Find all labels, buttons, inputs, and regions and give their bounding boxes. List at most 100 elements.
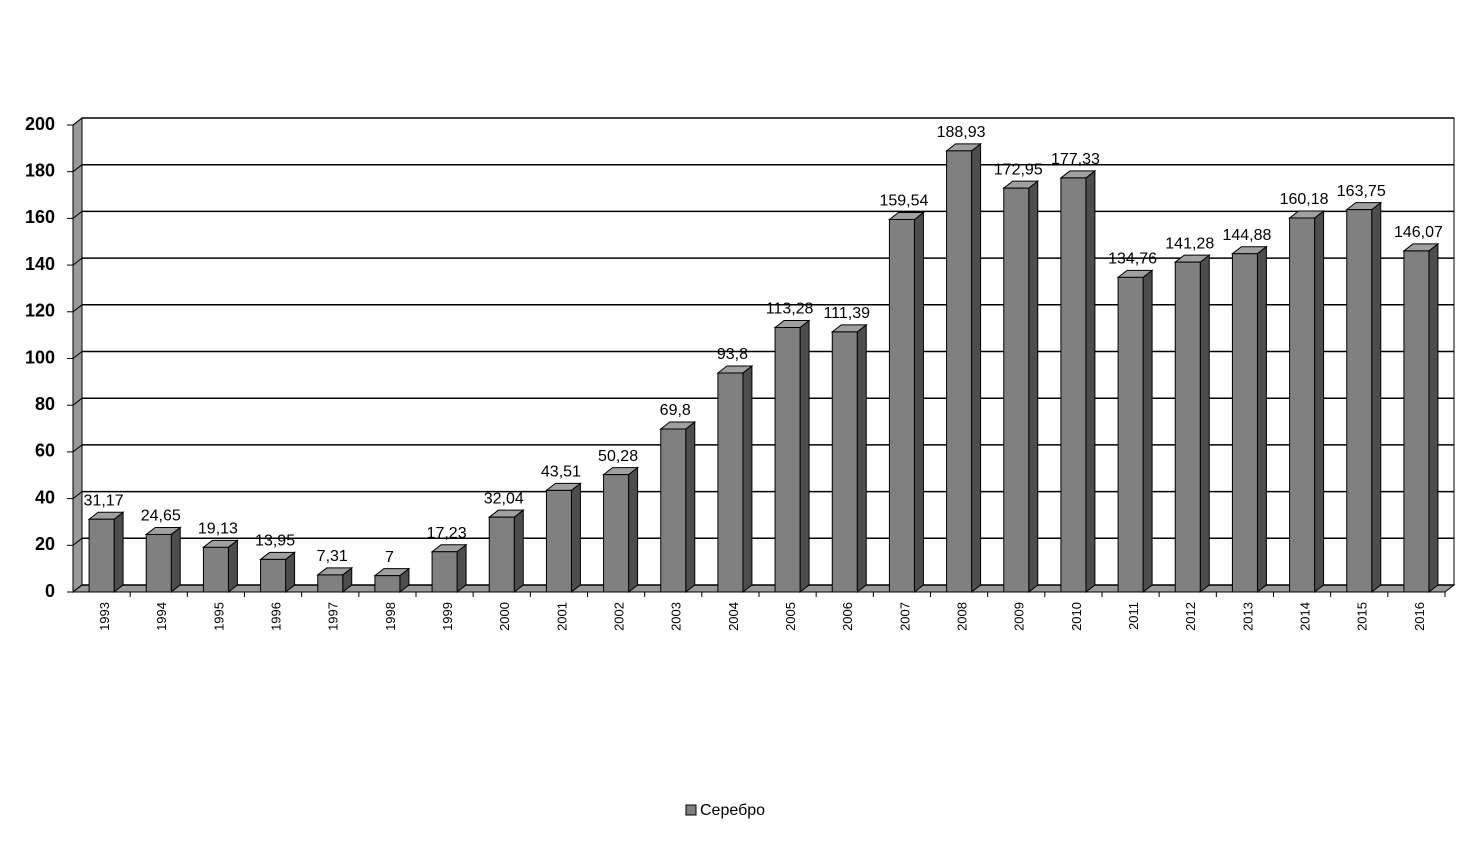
data-label: 113,28 [766, 301, 814, 318]
data-label: 146,07 [1394, 224, 1443, 241]
bar-side [513, 509, 524, 594]
x-tick-label: 2006 [840, 602, 855, 631]
bar [260, 558, 287, 593]
y-tick-label: 20 [35, 534, 55, 554]
x-tick-label: 2009 [1012, 602, 1027, 631]
bar-side [856, 323, 867, 594]
data-label: 69,8 [660, 402, 691, 419]
y-tick-label: 160 [25, 207, 55, 227]
bar-side [1428, 242, 1439, 594]
x-tick-label: 2001 [554, 602, 569, 631]
x-tick-label: 2000 [497, 602, 512, 631]
bar [774, 326, 801, 593]
data-label: 93,8 [717, 346, 748, 363]
bar-side [1256, 245, 1267, 594]
y-tick-label: 0 [45, 581, 55, 601]
bar [946, 150, 973, 593]
data-label: 141,28 [1165, 235, 1214, 252]
data-label: 7 [385, 549, 394, 566]
data-label: 111,39 [823, 305, 870, 322]
bar-side [742, 364, 753, 594]
grid-line [72, 351, 83, 359]
data-label: 144,88 [1222, 227, 1271, 244]
x-tick-label: 1998 [383, 602, 398, 631]
x-tick-label: 2004 [726, 602, 741, 631]
bar [88, 518, 115, 593]
y-tick-label: 180 [25, 160, 55, 180]
bar [545, 489, 572, 593]
bar-side [799, 319, 810, 594]
data-label: 163,75 [1337, 183, 1386, 200]
bar-side [971, 142, 982, 594]
x-tick-label: 2008 [955, 602, 970, 631]
data-label: 134,76 [1108, 251, 1157, 268]
bar [202, 546, 229, 593]
bar [488, 516, 515, 593]
grid-line [72, 537, 83, 546]
x-tick-label: 2013 [1240, 602, 1255, 631]
bar-side [685, 420, 696, 594]
grid-line [72, 257, 83, 266]
data-label: 17,23 [427, 525, 467, 542]
data-label: 50,28 [598, 448, 638, 465]
data-label: 43,51 [541, 464, 581, 481]
bar [1403, 250, 1430, 593]
y-tick-label: 200 [25, 114, 55, 134]
data-label: 19,13 [198, 521, 238, 538]
legend-swatch [685, 804, 697, 816]
grid-line [72, 444, 83, 453]
grid-line [72, 491, 83, 499]
bar [1289, 217, 1316, 593]
data-label: 160,18 [1280, 191, 1329, 208]
y-tick-label: 40 [35, 487, 55, 507]
x-tick-label: 1999 [440, 602, 455, 631]
data-label: 159,54 [879, 193, 928, 210]
bar-side [628, 466, 639, 594]
x-tick-label: 1994 [154, 602, 169, 631]
bar [1117, 276, 1144, 593]
bar-side [1142, 269, 1153, 594]
bar-side [1371, 201, 1382, 594]
bar-side [170, 526, 181, 594]
x-tick-label: 1995 [211, 602, 226, 631]
x-tick-label: 2003 [669, 602, 684, 631]
bar [888, 218, 915, 593]
data-label: 13,95 [255, 533, 295, 550]
grid-line [72, 211, 83, 219]
grid-line [72, 304, 83, 313]
bar [374, 575, 401, 593]
bar [431, 551, 458, 593]
bar [145, 533, 172, 593]
bar-side [1314, 209, 1325, 594]
bar [831, 331, 858, 593]
bar [1231, 253, 1258, 593]
x-tick-label: 1993 [97, 602, 112, 631]
x-tick-label: 2007 [897, 602, 912, 631]
x-tick-label: 1997 [326, 602, 341, 631]
bar-side [913, 211, 924, 594]
bar-side [570, 482, 581, 594]
bar-side [1085, 169, 1096, 594]
x-tick-label: 2010 [1069, 602, 1084, 631]
x-tick-label: 2012 [1183, 602, 1198, 631]
y-tick-label: 60 [35, 441, 55, 461]
legend-label: Серебро [700, 802, 765, 819]
data-label: 32,04 [484, 490, 524, 507]
bar [1174, 261, 1201, 593]
data-label: 31,17 [84, 492, 124, 509]
grid-line [72, 397, 83, 406]
bar [1346, 209, 1373, 593]
data-label: 7,31 [317, 548, 348, 565]
bar [660, 428, 687, 593]
x-tick-label: 2002 [612, 602, 627, 631]
bar [603, 474, 630, 593]
bar [317, 574, 344, 593]
bar-side [113, 511, 124, 594]
y-tick-label: 100 [25, 347, 55, 367]
data-label: 172,95 [994, 161, 1043, 178]
grid-line [72, 164, 83, 173]
x-tick-label: 1996 [269, 602, 284, 631]
bar [1060, 177, 1087, 593]
bar [717, 372, 744, 593]
